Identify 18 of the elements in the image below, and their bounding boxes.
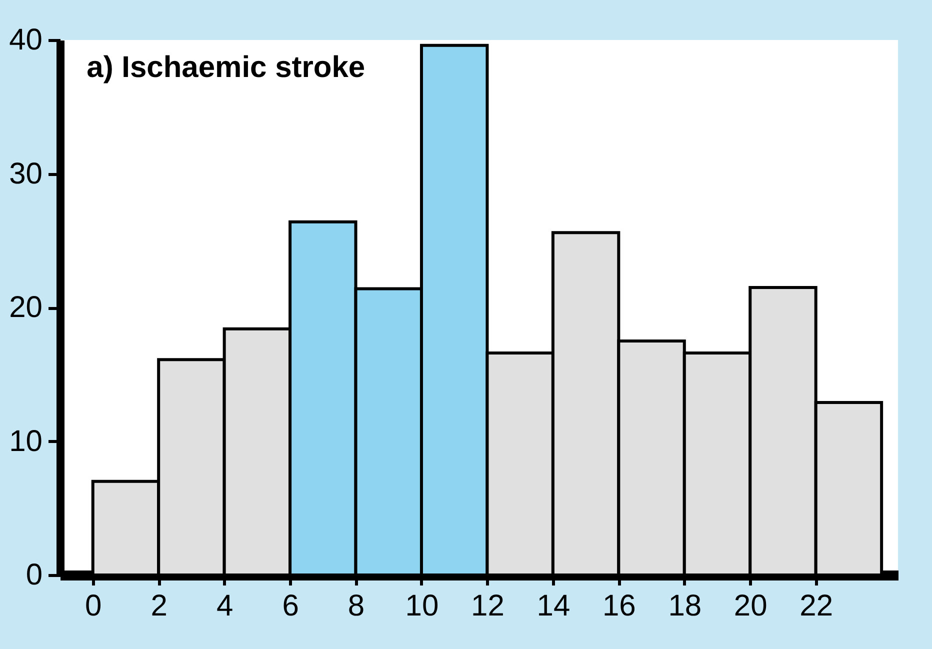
x-tick-label: 14 [536,590,570,622]
y-tick-label: 10 [9,424,42,458]
x-tick-label: 20 [734,590,768,622]
x-tick-label: 16 [602,590,636,622]
y-tick-label: 20 [9,291,42,324]
x-tick-label: 4 [216,590,234,622]
x-tick-label: 8 [348,590,365,622]
x-tick-label: 18 [668,590,702,622]
x-tick-label: 6 [282,590,299,622]
x-tick-label: 10 [405,590,439,622]
y-tick-label: 30 [9,157,42,190]
x-tick-label: 0 [85,590,102,622]
chart-title: a) Ischaemic stroke [86,51,366,84]
x-tick-label: 2 [150,590,168,622]
y-tick-label: 40 [9,24,42,56]
x-tick-label: 22 [800,590,834,622]
x-tick-label: 12 [471,590,504,622]
y-tick-label: 0 [26,558,42,592]
